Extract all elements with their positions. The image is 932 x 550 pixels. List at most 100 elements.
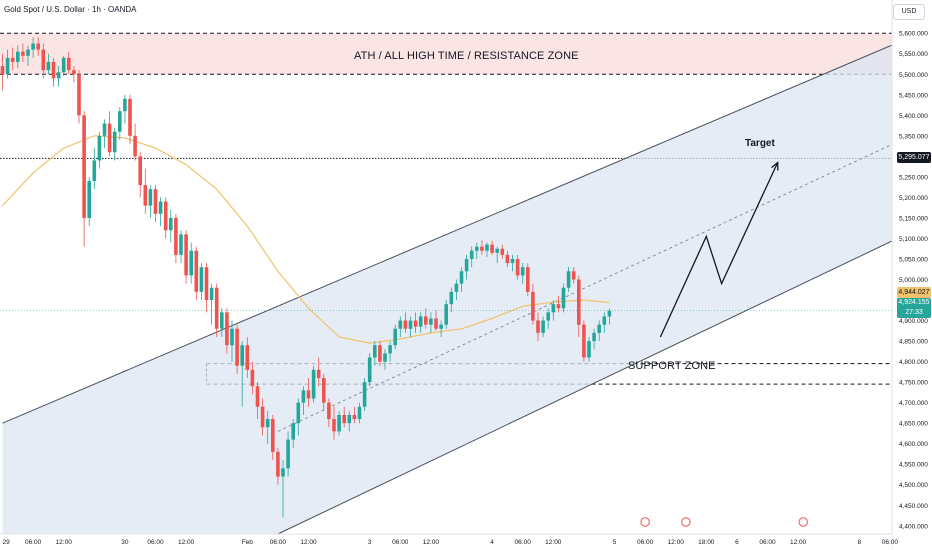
candle-body	[163, 201, 168, 231]
candle	[5, 49, 10, 79]
candle-body	[510, 258, 515, 264]
candle	[464, 254, 469, 280]
candle-body	[424, 316, 428, 325]
candle-body	[306, 390, 311, 399]
candle-body	[260, 406, 265, 428]
candle-body	[592, 332, 596, 342]
flash-event-icon	[640, 517, 650, 527]
candle-body	[36, 43, 40, 50]
y-tick-label: 5,450.000	[899, 92, 928, 99]
candle-body	[602, 316, 607, 325]
candle	[291, 419, 295, 448]
candle-body	[276, 451, 280, 477]
candle-body	[194, 250, 199, 292]
candle	[413, 312, 418, 333]
candle	[510, 254, 515, 272]
candle-body	[597, 324, 601, 333]
y-tick-label: 4,600.000	[899, 441, 928, 448]
candle-body	[82, 115, 86, 218]
candle-body	[536, 320, 540, 333]
candle	[16, 45, 20, 69]
candle	[526, 263, 530, 296]
candle	[61, 55, 66, 77]
candle-body	[495, 248, 499, 253]
candle-body	[225, 312, 229, 346]
candle-body	[403, 320, 408, 329]
candle-body	[332, 419, 336, 432]
y-tick-label: 5,550.000	[899, 51, 928, 58]
candle-body	[102, 123, 107, 136]
candle-body	[5, 57, 10, 75]
candle	[561, 283, 566, 313]
candle-body	[531, 291, 535, 321]
candle-body	[67, 57, 71, 71]
candle	[51, 57, 56, 87]
candle-body	[398, 320, 403, 329]
candle-body	[265, 419, 270, 428]
y-tick-label: 4,450.000	[899, 503, 928, 510]
projection-arrowhead	[771, 161, 779, 171]
candle-body	[51, 61, 56, 79]
x-tick-label: 12:00	[423, 539, 440, 546]
candle-body	[362, 382, 367, 407]
x-tick-label: 5	[613, 539, 617, 546]
x-tick-label: 30	[121, 539, 129, 546]
candle	[490, 240, 494, 255]
candle	[296, 398, 301, 436]
candle	[444, 300, 448, 329]
candle	[480, 240, 484, 255]
candle-body	[429, 318, 433, 325]
candle-body	[61, 57, 66, 73]
candle	[225, 308, 229, 354]
candle	[189, 242, 193, 284]
candle	[393, 324, 397, 350]
candle-body	[72, 70, 76, 75]
candle-body	[87, 180, 91, 218]
candle	[424, 308, 428, 329]
currency-button[interactable]: USD	[893, 4, 925, 20]
y-tick-label: 4,400.000	[899, 523, 928, 530]
candle-body	[158, 201, 163, 214]
candle	[72, 66, 76, 83]
x-tick-label: 06:00	[637, 539, 654, 546]
candle	[602, 312, 607, 333]
ma-price-tag: 4,944.027	[897, 287, 931, 298]
y-tick-label: 4,650.000	[899, 421, 928, 428]
candle	[123, 94, 127, 124]
candle	[281, 460, 285, 518]
candle	[36, 37, 40, 56]
candle-body	[582, 324, 586, 358]
candle	[179, 230, 183, 264]
x-tick-label: 06:00	[392, 539, 409, 546]
candle-body	[184, 234, 188, 276]
candle	[434, 310, 438, 331]
candle	[260, 398, 265, 436]
candle	[459, 267, 464, 292]
candle-body	[408, 320, 413, 329]
candle	[597, 320, 601, 342]
candle-body	[123, 98, 127, 112]
candle	[276, 447, 280, 485]
candle-body	[571, 271, 576, 280]
candle	[271, 414, 275, 461]
candle	[531, 283, 535, 325]
candle-body	[143, 185, 148, 206]
candle	[138, 152, 142, 198]
candle	[541, 316, 545, 337]
candle-body	[337, 414, 341, 432]
candle	[327, 398, 331, 428]
candle	[373, 341, 377, 366]
candle	[306, 378, 311, 407]
candle	[429, 312, 433, 333]
candle-body	[505, 254, 510, 264]
candle	[362, 378, 367, 411]
candle	[230, 320, 234, 362]
y-tick-label: 4,700.000	[899, 400, 928, 407]
candle-body	[383, 353, 387, 362]
candle-body	[107, 123, 112, 153]
candle	[67, 51, 71, 75]
candle	[102, 119, 107, 149]
candle	[469, 246, 474, 268]
y-tick-label: 4,750.000	[899, 380, 928, 387]
